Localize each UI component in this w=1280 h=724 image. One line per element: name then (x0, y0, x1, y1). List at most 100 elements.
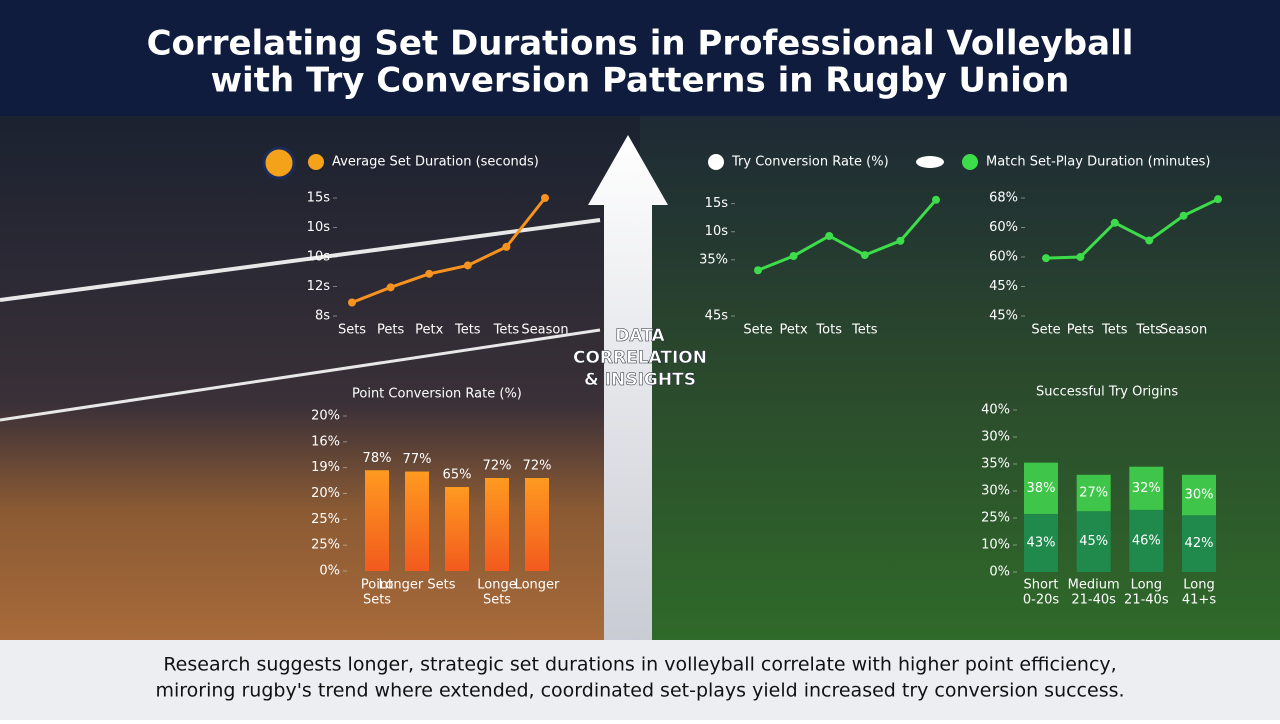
point (1110, 218, 1119, 227)
y-tick-label: 25% (311, 538, 340, 553)
y-tick-label: 30% (981, 430, 1010, 445)
point (1214, 195, 1222, 204)
bar (365, 470, 389, 571)
net (0, 218, 601, 302)
y-tick-label: 0% (989, 565, 1010, 580)
x-tick-label: Longer Sets (378, 578, 455, 593)
center-label: DATA (615, 326, 665, 346)
point (896, 236, 905, 245)
x-tick-label: Longer (515, 578, 560, 593)
legend-icon (962, 154, 978, 170)
chart-title: Successful Try Origins (1036, 385, 1178, 400)
point (348, 298, 356, 307)
x-tick-label: Long (1131, 578, 1162, 593)
value-label: 65% (443, 468, 472, 483)
header-band (0, 0, 1280, 116)
y-tick-label: 45% (989, 309, 1018, 324)
y-tick-label: 16% (311, 434, 340, 449)
x-tick-label: Pets (377, 323, 404, 338)
line (757, 198, 938, 272)
x-tick-label: Petx (780, 323, 808, 338)
x-tick-label: 21-40s (1071, 593, 1116, 608)
x-tick-label: Sete (743, 323, 772, 338)
point (932, 195, 940, 204)
value-label: 43% (1027, 535, 1056, 550)
x-tick-label: Season (521, 323, 568, 338)
y-tick-label: 10% (981, 538, 1010, 553)
y-tick-label: 60% (989, 220, 1018, 235)
chart-title: Point Conversion Rate (%) (352, 387, 522, 402)
point (754, 266, 762, 275)
bar (445, 487, 469, 571)
legend-icon (308, 154, 324, 170)
y-tick-label: 35% (981, 457, 1010, 472)
x-tick-label: Tets (1135, 323, 1162, 338)
y-tick-label: 45s (705, 309, 729, 324)
value-label: 78% (363, 451, 392, 466)
x-tick-label: Sete (1031, 323, 1060, 338)
y-tick-label: 25% (311, 512, 340, 527)
y-tick-label: 20% (311, 486, 340, 501)
center-label: CORRELATION (573, 348, 707, 368)
bar (405, 471, 429, 571)
value-label: 72% (523, 459, 552, 474)
rugby-photo (640, 116, 1280, 640)
point (1179, 211, 1188, 220)
value-label: 45% (1079, 534, 1108, 549)
point (463, 261, 472, 270)
chart-title: Try Conversion Rate (%) (731, 155, 889, 170)
x-tick-label: Medium (1068, 578, 1120, 593)
bar-segment (1076, 474, 1111, 512)
point (502, 242, 511, 251)
legend-icon (708, 154, 724, 170)
point (860, 251, 869, 260)
bar (485, 478, 509, 571)
x-tick-label: Tets (851, 323, 878, 338)
point (1145, 236, 1154, 245)
y-tick-label: 45% (989, 279, 1018, 294)
y-tick-label: 40% (981, 403, 1010, 418)
point (789, 251, 798, 260)
x-tick-label: Longe (477, 578, 516, 593)
value-label: 46% (1132, 533, 1161, 548)
point (386, 283, 395, 292)
point (1076, 253, 1085, 261)
y-tick-label: 25% (981, 511, 1010, 526)
x-tick-label: 0-20s (1023, 593, 1060, 608)
caption-line: Research suggests longer, strategic set … (163, 654, 1116, 676)
bar (525, 478, 549, 571)
bar-segment (1024, 513, 1058, 572)
x-tick-label: Season (1160, 323, 1207, 338)
line (351, 197, 547, 304)
x-tick-label: Sets (338, 323, 366, 338)
point (1042, 254, 1050, 263)
x-tick-label: Petx (415, 323, 443, 338)
point (541, 194, 549, 202)
value-label: 27% (1079, 486, 1108, 501)
line (1045, 197, 1219, 260)
y-tick-label: 12s (307, 279, 331, 294)
chart-title: Average Set Duration (seconds) (332, 155, 539, 170)
x-tick-label: Short (1024, 578, 1059, 593)
x-tick-label: Tets (493, 323, 520, 338)
chart-title: Match Set-Play Duration (minutes) (986, 155, 1210, 170)
x-tick-label: Long (1183, 578, 1214, 593)
value-label: 32% (1132, 481, 1161, 496)
caption-line: miroring rugby's trend where extended, c… (155, 680, 1124, 702)
bar-segment (1129, 466, 1164, 510)
value-label: 42% (1185, 536, 1214, 551)
bar-segment (1024, 462, 1058, 514)
value-label: 77% (403, 452, 432, 467)
net (0, 328, 601, 422)
caption-band (0, 640, 1280, 720)
x-tick-label: Tots (815, 323, 842, 338)
volleyball (262, 146, 296, 180)
title-line: with Try Conversion Patterns in Rugby Un… (211, 61, 1070, 101)
value-label: 38% (1027, 481, 1056, 496)
y-tick-label: 15s (705, 196, 729, 211)
arrow (588, 135, 668, 640)
bar-segment (1182, 474, 1216, 516)
title-line: Correlating Set Durations in Professiona… (147, 24, 1134, 64)
value-label: 30% (1185, 488, 1214, 503)
